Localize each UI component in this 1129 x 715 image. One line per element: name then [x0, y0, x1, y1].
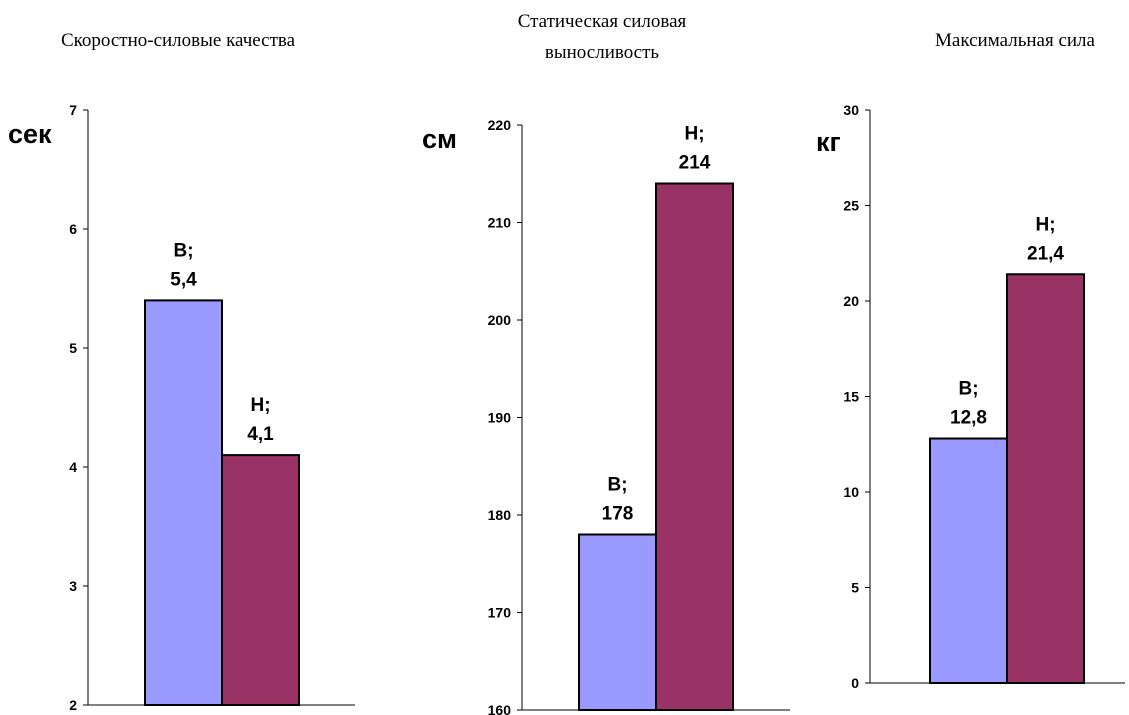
y-tick-label: 2: [69, 697, 77, 713]
chart-title: Максимальная сила: [935, 30, 1095, 51]
y-axis-label: сек: [8, 119, 52, 149]
y-tick-label: 180: [488, 507, 512, 523]
data-label-value: 214: [679, 153, 711, 174]
chart-title: выносливость: [545, 42, 660, 63]
data-label-series: В;: [958, 379, 978, 400]
data-label-value: 5,4: [170, 269, 197, 290]
y-tick-label: 30: [843, 102, 859, 118]
y-tick-label: 10: [843, 484, 859, 500]
y-tick-label: 5: [69, 340, 77, 356]
y-tick-label: 7: [69, 102, 77, 118]
y-tick-label: 25: [843, 198, 859, 214]
data-label-series: Н;: [684, 124, 704, 145]
data-label-value: 12,8: [950, 408, 987, 429]
y-tick-label: 210: [488, 215, 512, 231]
y-tick-label: 3: [69, 578, 77, 594]
bar-В: [144, 299, 223, 706]
data-label-value: 21,4: [1027, 243, 1064, 264]
chart-2: Статическая силовая выносливость см 160 170 1…: [422, 11, 790, 715]
y-tick-label: 15: [843, 389, 859, 405]
y-tick-label: 5: [851, 580, 859, 596]
y-tick-label: 200: [488, 312, 512, 328]
chart-title: Скоростно-силовые качества: [61, 30, 296, 51]
data-label-series: В;: [173, 240, 193, 261]
y-tick-label: 220: [488, 117, 512, 133]
y-tick-label: 160: [488, 702, 512, 715]
bar-Н: [221, 454, 300, 706]
chart-1: Скоростно-силовые качества сек 2 3 4 5 6 7 В; 5,4…: [8, 30, 355, 713]
data-label-value: 4,1: [247, 424, 274, 445]
data-label-series: Н;: [250, 395, 270, 416]
data-label-series: В;: [607, 475, 627, 496]
chart-3: Максимальная сила кг 0 5 10 15 20 25 30 В; 12,8 Н; 2…: [816, 30, 1125, 691]
bar-Н: [655, 182, 734, 711]
bar-В: [578, 533, 657, 711]
data-label-value: 178: [602, 504, 634, 525]
chart-title: Статическая силовая: [518, 11, 687, 32]
bar-В: [929, 437, 1008, 684]
bar-Н: [1006, 273, 1085, 684]
y-tick-label: 6: [69, 221, 77, 237]
data-label-series: Н;: [1035, 214, 1055, 235]
y-axis-label: кг: [816, 127, 841, 157]
y-tick-label: 190: [488, 410, 512, 426]
y-axis-label: см: [422, 124, 457, 154]
y-tick-label: 170: [488, 605, 512, 621]
y-tick-label: 20: [843, 293, 859, 309]
y-tick-label: 0: [851, 675, 859, 691]
y-tick-label: 4: [69, 459, 77, 475]
